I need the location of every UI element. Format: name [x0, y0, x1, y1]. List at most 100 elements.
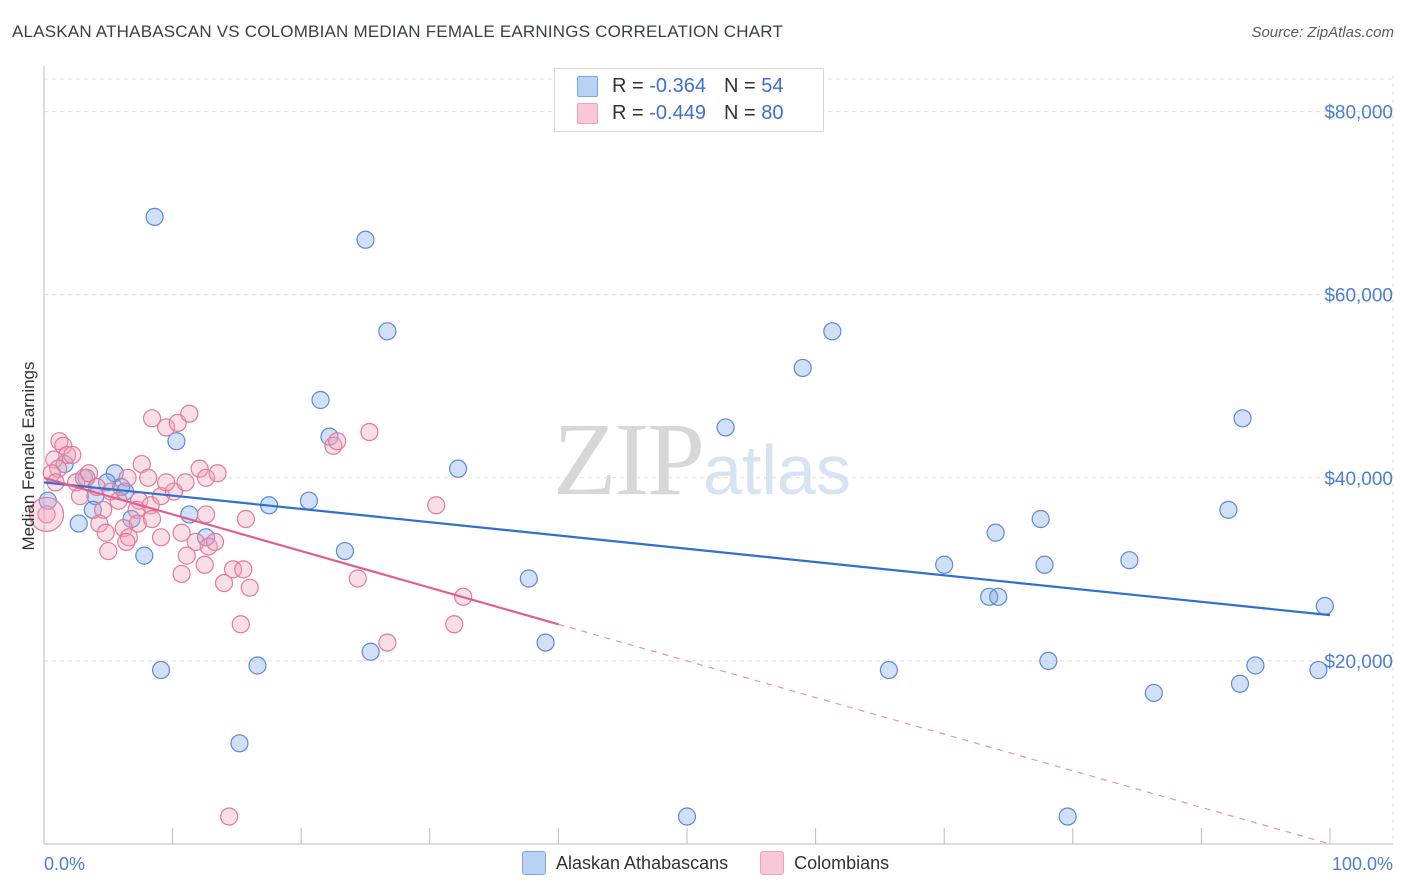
data-point — [151, 660, 171, 680]
data-point — [1230, 674, 1250, 693]
x-tick-label-start: 0.0% — [44, 854, 85, 874]
data-point — [248, 656, 267, 675]
data-point — [360, 422, 379, 442]
axes — [43, 66, 1393, 845]
legend-r-label: R = — [612, 101, 644, 124]
legend-n-label: N = — [723, 101, 756, 124]
data-point — [361, 642, 380, 661]
data-point — [445, 615, 464, 634]
data-point — [196, 468, 216, 487]
data-point — [1309, 660, 1328, 680]
data-point — [172, 564, 191, 584]
data-point — [142, 509, 162, 529]
data-point — [177, 546, 196, 565]
data-point — [677, 807, 697, 826]
data-point — [208, 464, 227, 483]
data-point — [142, 409, 162, 428]
legend-swatch-colombian — [760, 851, 785, 875]
data-point — [195, 555, 214, 574]
data-point — [1246, 656, 1265, 675]
data-point — [205, 532, 225, 551]
data-point — [1144, 683, 1163, 703]
data-point — [157, 473, 176, 492]
series-alaskan-athabascans — [38, 207, 1334, 826]
y-tick-label: $40,000 — [1324, 469, 1393, 490]
data-point — [63, 445, 82, 465]
y-tick-label: $20,000 — [1324, 652, 1393, 673]
data-point — [94, 500, 113, 519]
data-point — [97, 473, 117, 492]
data-point — [180, 404, 199, 423]
data-point — [536, 633, 555, 652]
legend-swatch-alaskan — [522, 851, 546, 875]
x-tick-label-end: 100.0% — [1332, 854, 1393, 874]
data-point — [117, 532, 136, 551]
data-point — [96, 523, 115, 542]
data-point — [348, 569, 367, 588]
data-point — [378, 322, 397, 341]
data-point — [114, 519, 133, 538]
trend-line — [43, 481, 1331, 617]
data-point — [69, 514, 88, 533]
data-point — [986, 523, 1005, 542]
watermark: ZIPatlas — [553, 400, 851, 519]
data-point — [299, 491, 319, 510]
correlation-legend: R = -0.364 N = 54 R = -0.449 N = 80 — [554, 68, 824, 132]
data-point — [1233, 409, 1252, 428]
series-legend: Alaskan Athabascans Colombians — [522, 851, 921, 875]
legend-r-label: R = — [612, 74, 644, 97]
data-point — [448, 459, 468, 478]
data-point — [234, 560, 253, 579]
data-point — [1120, 551, 1139, 570]
legend-label-colombian: Colombians — [794, 852, 890, 873]
legend-n-value: 54 — [761, 74, 784, 97]
data-point — [427, 496, 446, 515]
data-point — [879, 660, 899, 680]
legend-row-alaskan: R = -0.364 N = 54 — [577, 73, 783, 99]
data-point — [167, 432, 186, 451]
trend-line — [43, 476, 559, 626]
data-point-large — [28, 496, 65, 533]
y-tick-label: $80,000 — [1324, 103, 1393, 124]
data-point — [935, 555, 954, 574]
data-point — [716, 418, 735, 437]
data-point — [1035, 555, 1054, 574]
data-point — [1315, 596, 1334, 616]
data-point — [190, 459, 209, 478]
data-point — [139, 468, 158, 487]
data-point — [230, 734, 249, 753]
legend-n-value: 80 — [761, 101, 784, 124]
data-point — [220, 807, 239, 826]
trend-line-extension — [558, 623, 1331, 845]
data-point — [1058, 807, 1077, 826]
data-point — [1219, 500, 1238, 519]
data-point — [42, 464, 61, 483]
data-point — [118, 468, 137, 487]
data-point — [519, 569, 538, 588]
data-point — [823, 322, 842, 341]
data-point — [99, 541, 118, 561]
data-point — [37, 505, 56, 524]
data-point — [236, 509, 256, 529]
data-point — [328, 432, 347, 451]
legend-swatch-colombian — [577, 102, 598, 124]
y-tick-label: $60,000 — [1324, 286, 1393, 307]
data-point — [90, 514, 109, 533]
data-point — [214, 573, 234, 593]
legend-item-colombian[interactable]: Colombians — [760, 851, 889, 875]
data-point — [223, 560, 243, 579]
data-point — [157, 418, 176, 437]
data-point — [335, 541, 355, 561]
series-colombians — [28, 404, 473, 826]
legend-swatch-alaskan — [577, 75, 598, 97]
data-point — [240, 578, 259, 597]
chart-title: ALASKAN ATHABASCAN VS COLOMBIAN MEDIAN F… — [12, 22, 784, 41]
legend-item-alaskan[interactable]: Alaskan Athabascans — [522, 851, 728, 875]
watermark-zip: ZIP — [553, 402, 705, 517]
legend-row-colombian: R = -0.449 N = 80 — [577, 100, 783, 126]
trend-lines — [43, 476, 1331, 845]
data-point — [311, 390, 330, 410]
data-point — [145, 207, 164, 226]
data-point — [135, 546, 154, 565]
